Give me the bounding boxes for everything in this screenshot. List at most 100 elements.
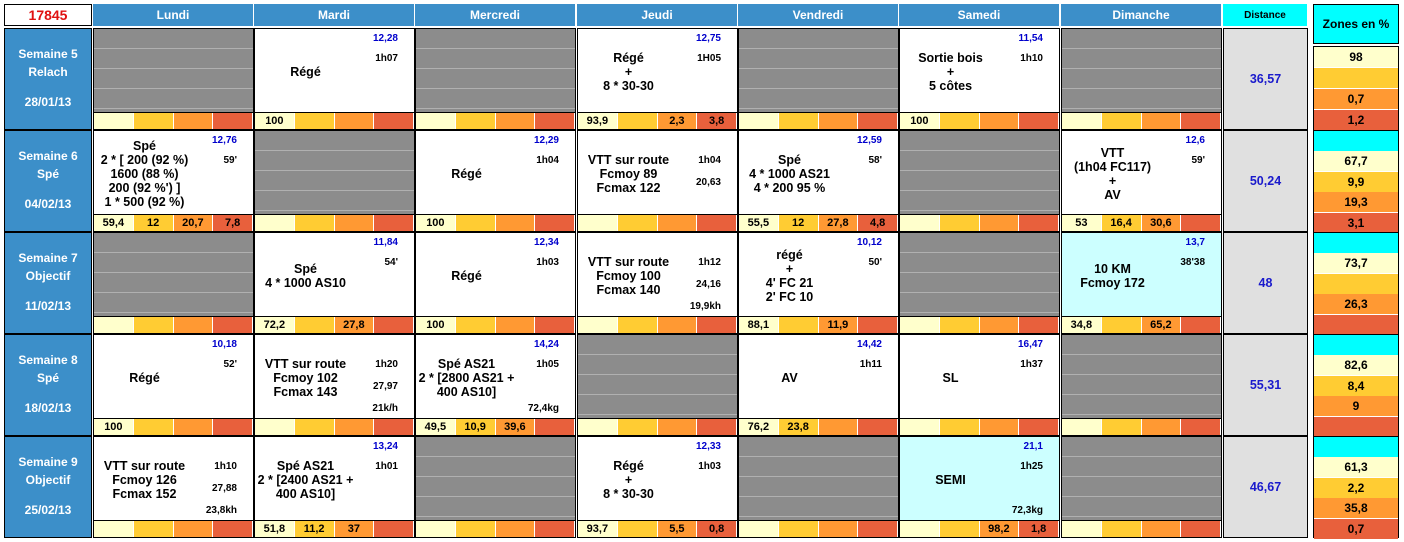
day-cell [415,28,576,130]
zone-value [939,113,980,129]
day-cell: VTT sur route Fcmoy 102 Fcmax 143 1h20 27,97… [254,334,415,436]
zone-bar [578,316,737,333]
workout-line: 1 * 500 (92 %) [104,195,185,209]
session [900,233,1059,317]
zone-percent: 82,6 [1314,355,1398,376]
day-cell: Régé 12,28 1h07 100 [254,28,415,130]
zone-value [495,521,536,537]
workout-line: 200 (92 %') ] [108,181,181,195]
day-cell: Spé AS21 2 * [2400 AS21 +400 AS10] 13,24 1h… [254,436,415,538]
rest-day-fill [255,131,414,215]
day-cell: SEMI 21,1 1h25 72,3kg 98,2 1,8 [899,436,1060,538]
zone-value [374,521,414,537]
session [416,437,575,521]
session-distance: 12,76 [211,135,237,146]
week-label: Semaine 7 Objectif 11/02/13 [4,232,92,334]
day-cell: Régé 12,34 1h03 100 [415,232,576,334]
rest-day-fill [94,233,253,317]
session: Sortie bois +5 côtes 11,54 1h10 [900,29,1059,113]
session-duration: 54' [384,257,398,268]
session [255,131,414,215]
zone-bar [94,316,253,333]
workout-line: Fcmoy 172 [1080,276,1145,290]
zone-value [858,317,898,333]
week-type: Objectif [25,269,71,283]
session-distance: 14,42 [856,339,882,350]
zone-value: 11,9 [818,317,859,333]
zone-value [334,113,375,129]
zone-percent [1314,314,1398,335]
zone-value: 34,8 [1062,317,1102,333]
day-header: Mardi [254,4,415,26]
day-cell: Spé 4 * 1000 AS10 11,84 54' 72,2 27,8 [254,232,415,334]
zone-bar [578,418,737,435]
week-date: 04/02/13 [24,197,72,211]
athlete-id: 17845 [4,4,92,26]
workout-line: Fcmax 143 [273,385,338,399]
zone-value [535,215,575,231]
week-type: Spé [36,167,59,181]
zone-value [213,419,253,435]
workout-line: 8 * 30-30 [603,487,654,501]
workout-line: 2 * [2400 AS21 + [257,473,354,487]
day-cell [254,130,415,232]
zone-value [294,317,335,333]
zone-percent [1314,131,1398,151]
session: Régé +8 * 30-30 12,33 1h03 [578,437,737,521]
day-cell: Régé 10,18 52' 100 [93,334,254,436]
workout-line: Fcmax 140 [596,283,661,297]
session-distance: 21,1 [1023,441,1043,452]
zone-bar [739,520,898,537]
session: SL 16,47 1h37 [900,335,1059,419]
workout-line: Régé [290,65,321,79]
rest-day-fill [416,29,575,113]
zone-value [133,521,174,537]
zone-value [255,419,295,435]
workout-line: VTT [1100,146,1125,160]
session [578,335,737,419]
session: VTT sur route Fcmoy 100 Fcmax 140 1h12 24,16… [578,233,737,317]
session: Régé 12,34 1h03 [416,233,575,317]
zone-bar: 93,7 5,5 0,8 [578,520,737,537]
workout-line: AV [781,371,798,385]
session-note: 23,8kh [205,505,237,516]
zone-value: 53 [1062,215,1102,231]
zone-value [294,215,335,231]
rest-day-fill [900,233,1059,317]
session-duration: 1h25 [1020,461,1043,472]
zone-bar: 53 16,4 30,6 [1062,214,1221,231]
zone-value [455,317,496,333]
zone-value: 3,8 [697,113,737,129]
workout-line: 2' FC 10 [765,290,814,304]
zone-percent: 61,3 [1314,457,1398,478]
week-date: 11/02/13 [24,299,72,313]
zone-value [173,419,214,435]
zone-bar: 100 [416,316,575,333]
zone-value: 72,2 [255,317,295,333]
zone-value [778,521,819,537]
zone-value [657,419,698,435]
day-cell [738,436,899,538]
zone-value: 100 [416,215,456,231]
session: VTT sur route Fcmoy 126 Fcmax 152 1h10 27,88… [94,437,253,521]
zone-value [1019,113,1059,129]
workout-line: 4' FC 21 [765,276,814,290]
zone-percent: 67,7 [1314,151,1398,172]
day-cell [738,28,899,130]
week-type: Spé [36,371,59,385]
zone-value [173,113,214,129]
session-duration: 1h10 [214,461,237,472]
zone-value [213,113,253,129]
workout-line: Spé AS21 [437,357,496,371]
zone-value: 27,8 [334,317,375,333]
session: VTT sur route Fcmoy 102 Fcmax 143 1h20 27,97… [255,335,414,419]
session: Régé +8 * 30-30 12,75 1H05 [578,29,737,113]
session-note: 72,3kg [1011,505,1043,516]
zone-value: 37 [334,521,375,537]
week-distance: 46,67 [1223,436,1308,538]
week-zones: 73,7 26,3 [1313,232,1399,335]
day-cell: VTT sur route Fcmoy 126 Fcmax 152 1h10 27,88… [93,436,254,538]
session-distance: 10,18 [211,339,237,350]
zone-value: 5,5 [657,521,698,537]
session [94,233,253,317]
